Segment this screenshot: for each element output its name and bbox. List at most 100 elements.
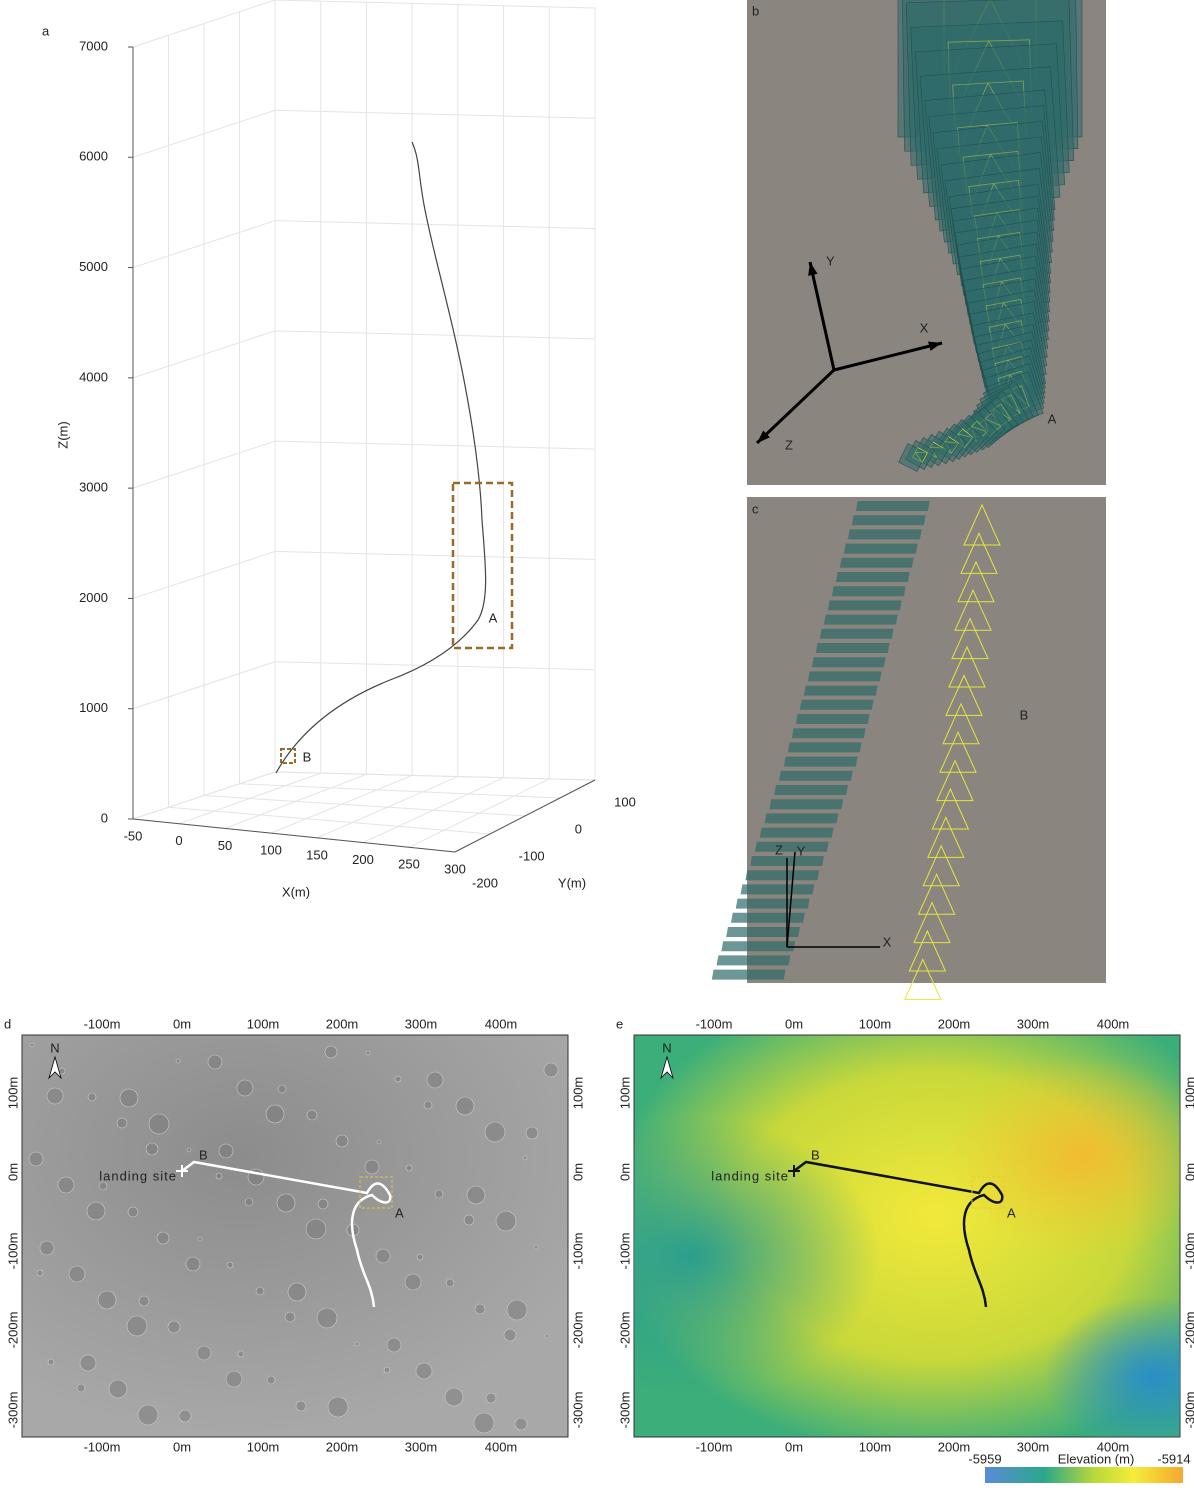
- crater: [128, 1207, 138, 1217]
- camera-frame: [836, 572, 910, 582]
- crater: [406, 1165, 412, 1171]
- crater: [507, 1300, 527, 1320]
- label: Z: [775, 842, 783, 857]
- crater: [267, 1376, 275, 1384]
- crater: [464, 1215, 474, 1225]
- label: -200m: [1182, 1312, 1194, 1349]
- label: Elevation (m): [1058, 1451, 1135, 1466]
- label: b: [752, 3, 759, 18]
- crater: [47, 1088, 63, 1104]
- crater: [417, 1254, 423, 1260]
- camera-frame: [804, 686, 878, 696]
- crater: [277, 1194, 295, 1212]
- crater: [405, 1274, 421, 1290]
- label: 250: [398, 857, 420, 872]
- camera-frame: [828, 600, 902, 610]
- camera-frame: [792, 728, 866, 738]
- label: 200m: [326, 1016, 359, 1031]
- crater: [187, 1148, 191, 1152]
- camera-frame: [840, 558, 914, 568]
- label: 100m: [1182, 1077, 1194, 1110]
- crater: [120, 1089, 138, 1107]
- camera-frame: [731, 913, 805, 923]
- map-bg: [22, 1035, 568, 1437]
- label: -300m: [617, 1392, 632, 1429]
- label: -100m: [696, 1439, 733, 1454]
- camera-frame: [852, 515, 926, 525]
- crater: [545, 1334, 549, 1338]
- crater: [226, 1371, 242, 1387]
- crater: [328, 1397, 348, 1417]
- label: -200m: [570, 1312, 585, 1349]
- label: 100m: [617, 1077, 632, 1110]
- label: 6000: [79, 149, 108, 164]
- label: Y: [797, 843, 806, 858]
- crater: [424, 1101, 432, 1109]
- camera-frame: [784, 757, 858, 767]
- crater: [486, 1393, 496, 1403]
- label: 100m: [859, 1016, 892, 1031]
- label: -200: [472, 875, 498, 890]
- label: 0m: [173, 1016, 191, 1031]
- crater: [197, 1346, 211, 1360]
- crater: [504, 1329, 516, 1341]
- label: X: [883, 934, 892, 949]
- crater: [515, 1418, 527, 1430]
- label: 2000: [79, 590, 108, 605]
- label: 300m: [405, 1439, 438, 1454]
- crater: [245, 1198, 253, 1206]
- label: -100m: [696, 1016, 733, 1031]
- label: 400m: [485, 1439, 518, 1454]
- label: -100: [519, 848, 545, 863]
- label: B: [303, 749, 312, 764]
- label: -100m: [84, 1439, 121, 1454]
- crater: [127, 1316, 147, 1336]
- label: 100m: [247, 1016, 280, 1031]
- figure: a01000200030004000500060007000-500501001…: [0, 0, 1194, 1490]
- label: e: [616, 1016, 623, 1031]
- camera-frame: [800, 700, 874, 710]
- grid-line: [275, 110, 595, 118]
- crater: [238, 1351, 244, 1357]
- crater: [485, 1122, 505, 1142]
- label: 0m: [785, 1439, 803, 1454]
- label: 300m: [405, 1016, 438, 1031]
- label: 1000: [79, 700, 108, 715]
- crater: [266, 1105, 284, 1123]
- label: Z(m): [55, 421, 70, 448]
- crater: [544, 1063, 558, 1077]
- label: 0: [575, 821, 582, 836]
- camera-frame: [856, 501, 930, 511]
- crater: [474, 1413, 494, 1433]
- label: A: [489, 610, 498, 625]
- crater: [40, 1241, 54, 1255]
- camera-frame: [721, 941, 795, 951]
- crater: [526, 1127, 538, 1139]
- label: 5000: [79, 259, 108, 274]
- label: 200m: [938, 1439, 971, 1454]
- label: 100m: [570, 1077, 585, 1110]
- label: 0: [175, 833, 182, 848]
- camera-frame: [774, 785, 848, 795]
- elevation-layer: [634, 1035, 1180, 1437]
- label: Y(m): [558, 875, 586, 890]
- colorbar: [985, 1467, 1183, 1483]
- label: -50: [124, 828, 143, 843]
- crater: [523, 1156, 527, 1160]
- crater: [80, 1355, 96, 1371]
- crater: [296, 1401, 306, 1411]
- label: N: [662, 1040, 671, 1055]
- camera-frame: [755, 842, 829, 852]
- crater: [365, 1160, 379, 1174]
- label: Z: [785, 437, 793, 452]
- grid-line: [240, 784, 561, 798]
- trajectory: [276, 142, 486, 773]
- crater: [427, 1072, 443, 1088]
- label: 7000: [79, 38, 108, 53]
- panel-bg: [747, 497, 1106, 983]
- label: N: [50, 1040, 59, 1055]
- label: -100m: [5, 1233, 20, 1270]
- crater: [416, 1363, 432, 1379]
- crater: [48, 1359, 54, 1365]
- crater: [29, 1152, 43, 1166]
